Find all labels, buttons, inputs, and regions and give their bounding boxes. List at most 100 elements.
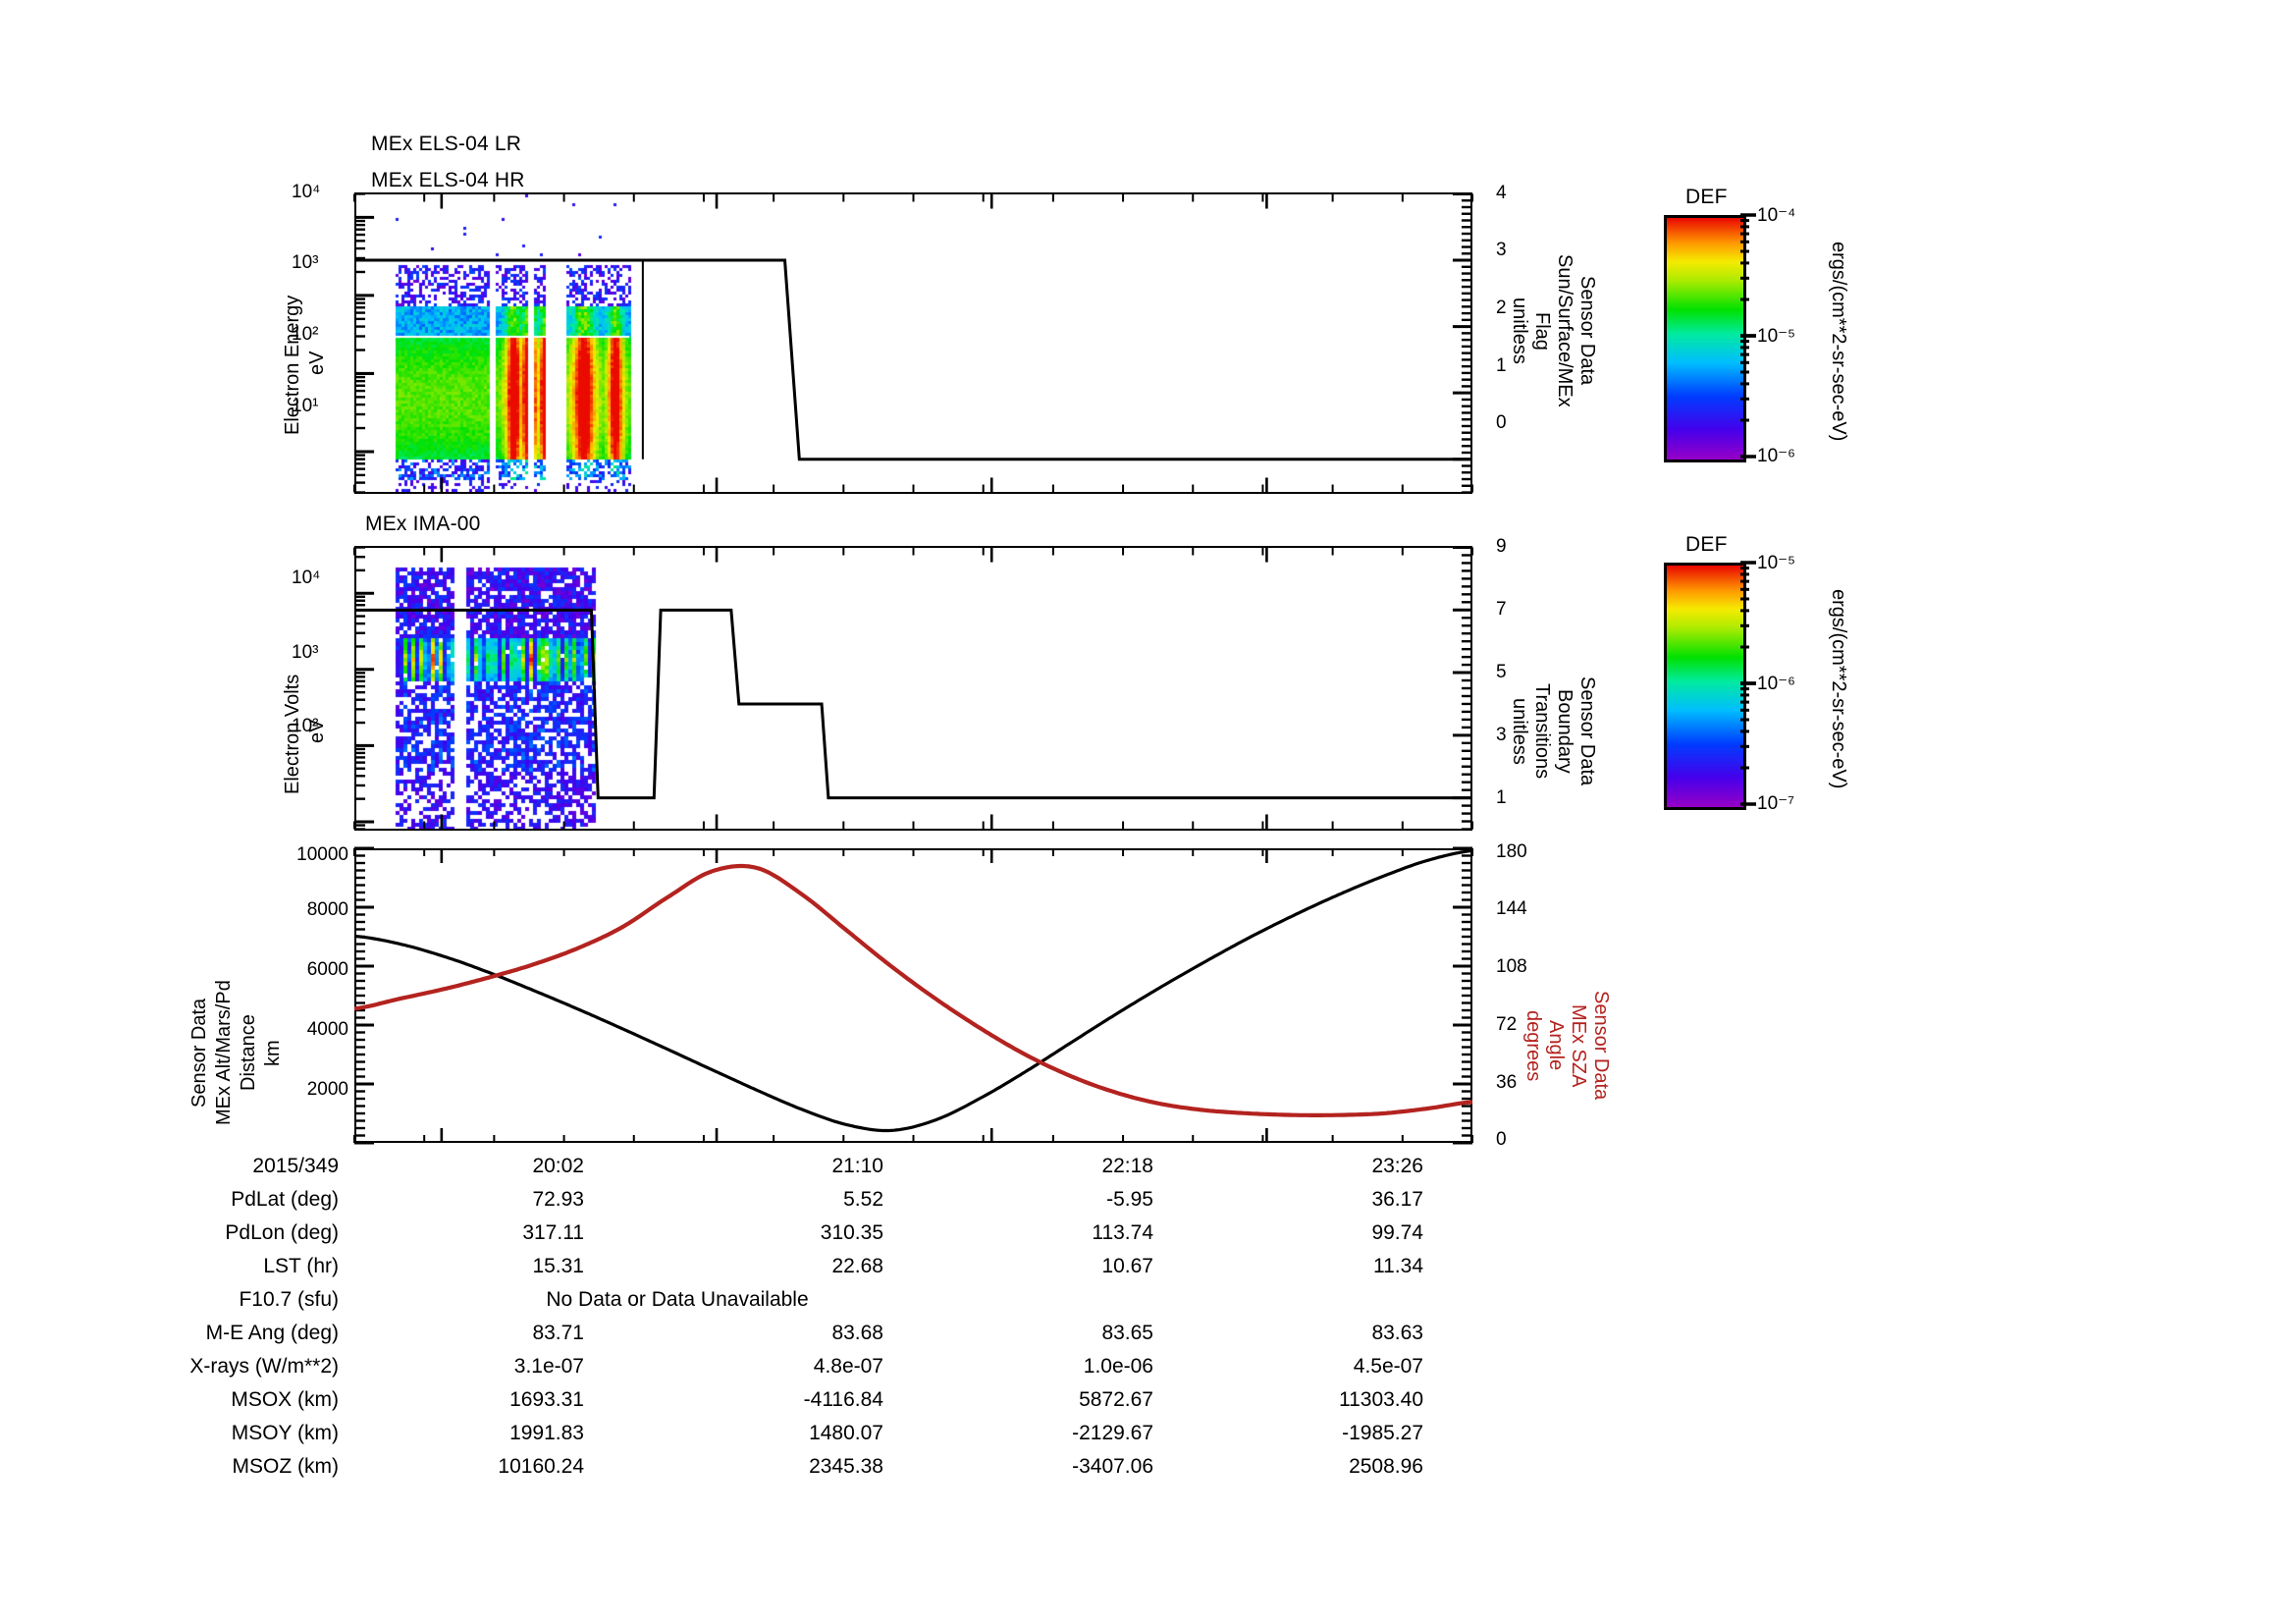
panel3-rtick-72: 72	[1496, 1014, 1518, 1035]
colorbar1-tick-mid: 10⁻⁵	[1757, 326, 1796, 347]
info-row-value: 5.52	[843, 1188, 883, 1211]
panel1-rlabel-4: unitless	[1509, 298, 1531, 364]
panel2-rtick-7: 7	[1496, 599, 1507, 620]
panel1-overlay	[352, 191, 1474, 494]
info-row-label: MSOY (km)	[231, 1422, 339, 1444]
info-row-value: 310.35	[820, 1221, 883, 1244]
panel3-ylabel-1: Sensor Data	[188, 998, 210, 1109]
info-row-value: -5.95	[1106, 1188, 1153, 1211]
colorbar2-tick-min: 10⁻⁷	[1757, 793, 1795, 814]
panel3-rlabel-4: degrees	[1522, 1009, 1545, 1082]
panel1-title-lr: MEx ELS-04 LR	[371, 133, 522, 155]
info-row-label: PdLat (deg)	[231, 1188, 339, 1211]
info-row-label: M-E Ang (deg)	[205, 1322, 339, 1344]
info-row-value: 22:18	[1101, 1155, 1153, 1177]
info-row-value: -3407.06	[1072, 1455, 1153, 1478]
panel3-ylabel-2: MEx Alt/Mars/Pd	[213, 980, 235, 1126]
colorbar2-title: DEF	[1685, 533, 1728, 556]
info-row-value: 1693.31	[509, 1388, 584, 1411]
panel2-ytick-10e4: 10⁴	[292, 568, 321, 588]
panel3-ytick-6000: 6000	[306, 959, 348, 980]
panel3-rlabel-3: Angle	[1545, 1020, 1568, 1071]
panel2-rtick-3: 3	[1496, 725, 1507, 745]
info-row-value: 83.63	[1371, 1322, 1423, 1344]
info-row-value: 15.31	[532, 1255, 584, 1277]
panel2-rtick-5: 5	[1496, 662, 1507, 682]
colorbar1-ticks	[1740, 213, 1756, 459]
colorbar1-swatch	[1664, 215, 1746, 462]
panel3-rlabel-2: MEx SZA	[1568, 1003, 1590, 1088]
panel2-rlabel-1: Sensor Data	[1576, 676, 1599, 786]
info-row-value: 22.68	[831, 1255, 883, 1277]
info-row-value: -1985.27	[1342, 1422, 1423, 1444]
panel3-ytick-2000: 2000	[306, 1079, 348, 1100]
info-row-value: 4.5e-07	[1353, 1355, 1423, 1378]
panel2-ytick-10e2: 10²	[292, 716, 319, 736]
panel1-rlabel-1: Sensor Data	[1576, 276, 1599, 386]
panel1-rtick-3: 3	[1496, 240, 1507, 260]
colorbar2-swatch	[1664, 563, 1746, 810]
info-row-label: PdLon (deg)	[225, 1221, 339, 1244]
panel1-rtick-0: 0	[1496, 412, 1507, 433]
panel2-rlabel-4: unitless	[1509, 698, 1531, 765]
info-row-value: 83.65	[1101, 1322, 1153, 1344]
panel3-rtick-108: 108	[1496, 956, 1527, 977]
info-row-value: 2508.96	[1349, 1455, 1423, 1478]
panel2-rtick-1: 1	[1496, 787, 1507, 808]
info-row-label: MSOZ (km)	[232, 1455, 339, 1478]
info-row-value: 10160.24	[498, 1455, 584, 1478]
info-row-value: 11303.40	[1338, 1388, 1423, 1411]
panel1-rtick-2: 2	[1496, 298, 1507, 318]
panel1-ylabel-line1: Electron Energy	[282, 295, 303, 436]
info-row-value: 3.1e-07	[513, 1355, 584, 1378]
info-row-value: 23:26	[1371, 1155, 1423, 1177]
panel1-ytick-10e4: 10⁴	[292, 182, 321, 202]
colorbar2-tick-max: 10⁻⁵	[1757, 553, 1796, 573]
info-row-value: 11.34	[1373, 1255, 1423, 1277]
panel2-overlay	[352, 545, 1474, 831]
panel3-rlabel-1: Sensor Data	[1590, 991, 1613, 1101]
panel2-ytick-10e3: 10³	[292, 642, 319, 663]
info-row-value: 1.0e-06	[1083, 1355, 1153, 1378]
info-row-value: 83.68	[831, 1322, 883, 1344]
panel2-title: MEx IMA-00	[365, 513, 481, 535]
info-row-label: 2015/349	[252, 1155, 339, 1177]
info-row-value: 4.8e-07	[813, 1355, 883, 1378]
info-row-value: 5872.67	[1079, 1388, 1153, 1411]
info-row-value: 83.71	[532, 1322, 584, 1344]
panel1-rlabel-2: Sun/Surface/MEx	[1554, 254, 1576, 407]
info-row-value: 72.93	[532, 1188, 584, 1211]
info-row-label: LST (hr)	[263, 1255, 339, 1277]
colorbar2-unit-label: ergs/(cm**2-sr-sec-eV)	[1828, 588, 1850, 789]
panel1-plot-frame	[354, 192, 1472, 494]
info-row-label: X-rays (W/m**2)	[189, 1355, 339, 1378]
panel1-title-hr: MEx ELS-04 HR	[371, 169, 525, 191]
panel1-ytick-10e3: 10³	[292, 252, 319, 273]
panel3-rtick-0: 0	[1496, 1129, 1507, 1150]
panel2-rlabel-2: Boundary	[1554, 689, 1576, 774]
info-row-value: 1480.07	[809, 1422, 883, 1444]
info-row-value: 113.74	[1092, 1221, 1153, 1244]
info-row-value: 317.11	[522, 1221, 584, 1244]
info-row-value: -2129.67	[1072, 1422, 1153, 1444]
panel2-rtick-9: 9	[1496, 536, 1507, 557]
panel3-ytick-10000: 10000	[296, 844, 348, 865]
panel3-rtick-36: 36	[1496, 1072, 1518, 1093]
panel1-rtick-1: 1	[1496, 355, 1507, 376]
panel3-plot-frame	[354, 848, 1472, 1143]
info-row-label: F10.7 (sfu)	[239, 1288, 339, 1311]
panel1-rlabel-3: Flag	[1531, 311, 1554, 351]
panel3-rtick-144: 144	[1496, 898, 1527, 919]
colorbar1-title: DEF	[1685, 186, 1728, 208]
panel1-ytick-10e1: 10¹	[292, 396, 319, 416]
panel3-ytick-4000: 4000	[306, 1019, 348, 1040]
panel2-rlabel-3: Transitions	[1531, 683, 1554, 780]
panel3-rtick-180: 180	[1496, 841, 1527, 862]
colorbar2-tick-mid: 10⁻⁶	[1757, 674, 1795, 694]
info-row-value: -4116.84	[803, 1388, 883, 1411]
info-row-value: 99.74	[1371, 1221, 1423, 1244]
info-row-value: 10.67	[1101, 1255, 1153, 1277]
info-row-value: 21:10	[831, 1155, 883, 1177]
panel3-ylabel-3: Distance	[238, 1014, 259, 1092]
info-row-value: 1991.83	[509, 1422, 584, 1444]
